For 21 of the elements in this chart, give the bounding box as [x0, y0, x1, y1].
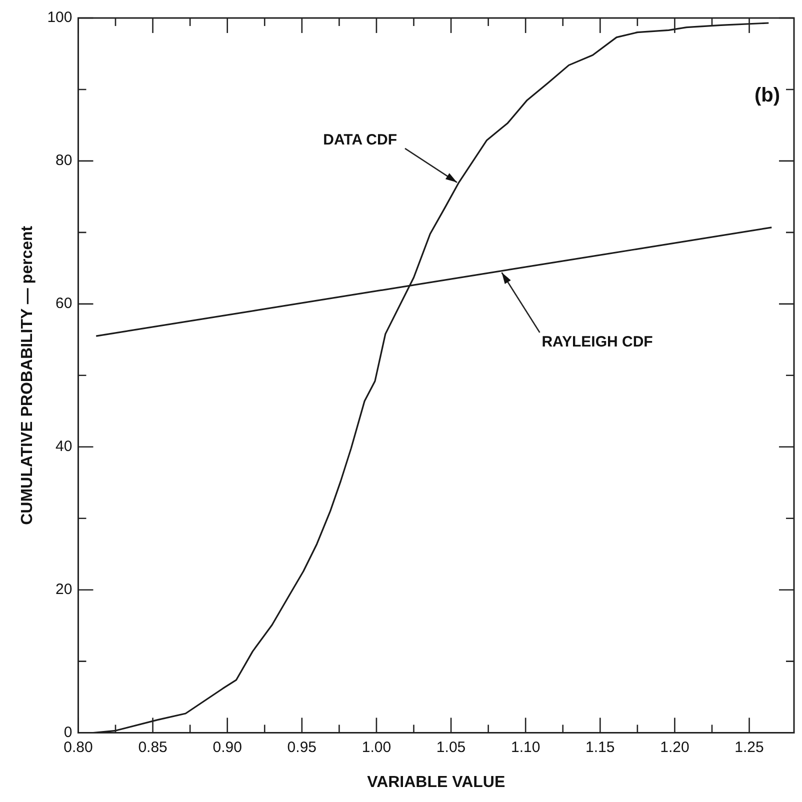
annotation: DATA CDF	[323, 132, 397, 149]
x-tick-label: 1.25	[734, 738, 764, 756]
y-tick-label: 60	[56, 295, 72, 312]
x-axis-title: VARIABLE VALUE	[367, 774, 506, 791]
annotation: RAYLEIGH CDF	[542, 334, 653, 351]
y-tick-label: 20	[56, 580, 72, 598]
x-tick-label: 0.80	[64, 738, 93, 756]
x-tick-label: 1.00	[362, 738, 392, 756]
x-tick-label: 0.90	[212, 738, 242, 756]
x-tick-label: 1.05	[436, 738, 466, 756]
x-tick-label: 0.85	[138, 738, 168, 756]
y-tick-label: 100	[47, 9, 72, 26]
y-tick-label: 40	[56, 438, 72, 456]
annotation: (b)	[754, 84, 780, 107]
x-tick-label: 0.95	[287, 738, 317, 756]
x-tick-label: 1.10	[510, 738, 540, 756]
x-tick-label: 1.20	[660, 738, 690, 756]
x-tick-label: 1.15	[586, 738, 615, 756]
y-tick-label: 80	[56, 152, 72, 170]
y-tick-label: 0	[64, 724, 72, 741]
y-axis-title: CUMULATIVE PROBABILITY — percent	[19, 225, 36, 525]
